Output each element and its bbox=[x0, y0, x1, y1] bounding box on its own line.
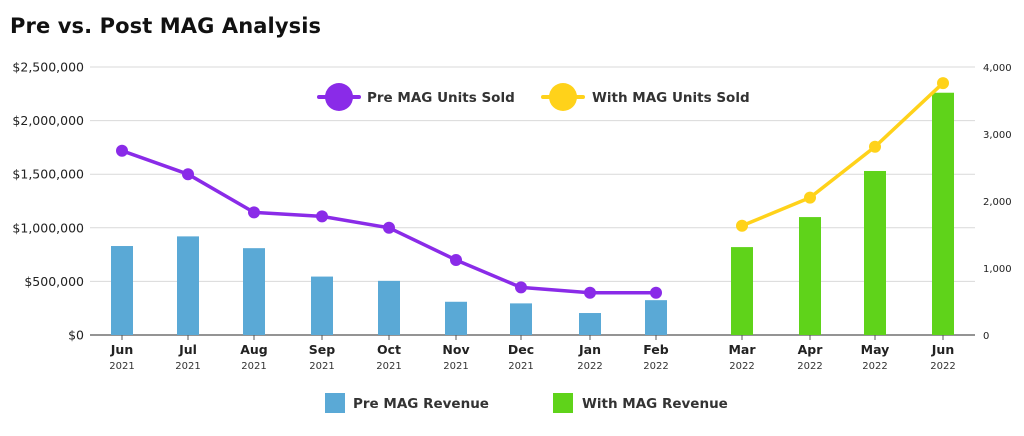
x-tick-label: Jun bbox=[931, 342, 954, 357]
pre-mag-revenue-bar bbox=[243, 248, 265, 335]
with-mag-units-sold-legend-marker bbox=[549, 83, 577, 111]
x-tick-year: 2021 bbox=[309, 361, 334, 372]
pre-mag-units-sold-legend-label: Pre MAG Units Sold bbox=[367, 90, 515, 106]
pre-mag-units-sold-point bbox=[316, 210, 328, 223]
y-right-tick-label: 1,000 bbox=[983, 264, 1012, 275]
pre-mag-units-sold-point bbox=[182, 168, 194, 181]
pre-mag-revenue-bar bbox=[111, 246, 133, 335]
pre-mag-units-sold-legend-marker bbox=[325, 83, 353, 111]
x-tick-year: 2022 bbox=[862, 361, 887, 372]
with-mag-revenue-legend-swatch bbox=[553, 393, 573, 413]
pre-mag-units-sold-point bbox=[248, 206, 260, 219]
with-mag-revenue-bar bbox=[932, 92, 954, 335]
x-tick-label: Jan bbox=[578, 342, 601, 357]
x-tick-label: Oct bbox=[377, 342, 401, 357]
chart-title: Pre vs. Post MAG Analysis bbox=[10, 14, 322, 38]
pre-mag-units-sold-point bbox=[584, 286, 596, 299]
pre-mag-revenue-bar bbox=[645, 300, 667, 335]
y-left-tick-label: $2,500,000 bbox=[12, 60, 84, 75]
x-tick-year: 2022 bbox=[930, 361, 955, 372]
x-tick-label: Aug bbox=[240, 342, 268, 357]
with-mag-revenue-bar bbox=[864, 170, 886, 335]
with-mag-revenue-bar bbox=[799, 217, 821, 335]
pre-mag-units-sold-point bbox=[450, 253, 462, 266]
y-left-tick-label: $500,000 bbox=[24, 274, 84, 289]
y-left-tick-label: $2,000,000 bbox=[12, 113, 84, 128]
y-right-tick-label: 0 bbox=[983, 331, 989, 342]
pre-mag-units-sold-point bbox=[116, 144, 128, 157]
pre-mag-units-sold-point bbox=[515, 281, 527, 294]
y-left-tick-label: $0 bbox=[68, 328, 84, 343]
with-mag-units-sold-point bbox=[869, 140, 881, 153]
x-tick-label: Feb bbox=[643, 342, 669, 357]
pre-mag-revenue-bar bbox=[378, 280, 400, 335]
x-tick-label: Mar bbox=[728, 342, 756, 357]
x-tick-year: 2022 bbox=[643, 361, 668, 372]
x-tick-label: Dec bbox=[508, 342, 534, 357]
with-mag-revenue-legend-label: With MAG Revenue bbox=[582, 396, 728, 412]
x-tick-year: 2021 bbox=[109, 361, 134, 372]
pre-mag-revenue-legend-swatch bbox=[325, 393, 345, 413]
y-right-tick-label: 2,000 bbox=[983, 197, 1012, 208]
pre-mag-units-sold-point bbox=[383, 221, 395, 234]
x-tick-year: 2021 bbox=[376, 361, 401, 372]
pre-mag-revenue-legend-label: Pre MAG Revenue bbox=[353, 396, 489, 412]
x-tick-year: 2021 bbox=[508, 361, 533, 372]
x-tick-label: Jul bbox=[178, 342, 197, 357]
x-tick-label: Nov bbox=[442, 342, 469, 357]
x-tick-year: 2021 bbox=[241, 361, 266, 372]
with-mag-units-sold-line bbox=[740, 81, 945, 228]
with-mag-units-sold-point bbox=[804, 191, 816, 204]
with-mag-units-sold-legend-label: With MAG Units Sold bbox=[592, 90, 750, 106]
pre-mag-revenue-bar bbox=[579, 313, 601, 335]
x-tick-label: May bbox=[861, 342, 890, 357]
x-tick-year: 2021 bbox=[443, 361, 468, 372]
pre-mag-revenue-bar bbox=[311, 276, 333, 335]
pre-mag-units-sold-line bbox=[120, 149, 658, 295]
pre-mag-revenue-bar bbox=[445, 301, 467, 335]
x-tick-label: Apr bbox=[798, 342, 824, 357]
pre-mag-revenue-bar bbox=[177, 236, 199, 335]
x-tick-year: 2021 bbox=[175, 361, 200, 372]
x-tick-label: Jun bbox=[110, 342, 133, 357]
x-tick-label: Sep bbox=[309, 342, 335, 357]
pre-mag-revenue-bar bbox=[510, 303, 532, 335]
x-tick-year: 2022 bbox=[729, 361, 754, 372]
y-left-tick-label: $1,500,000 bbox=[12, 167, 84, 182]
y-right-tick-label: 4,000 bbox=[983, 63, 1012, 74]
x-tick-year: 2022 bbox=[797, 361, 822, 372]
y-right-tick-label: 3,000 bbox=[983, 130, 1012, 141]
pre-mag-units-sold-point bbox=[650, 286, 662, 299]
with-mag-revenue-bar bbox=[731, 247, 753, 335]
with-mag-units-sold-point bbox=[736, 219, 748, 232]
with-mag-units-sold-point bbox=[937, 77, 949, 90]
x-tick-year: 2022 bbox=[577, 361, 602, 372]
y-left-tick-label: $1,000,000 bbox=[12, 220, 84, 235]
